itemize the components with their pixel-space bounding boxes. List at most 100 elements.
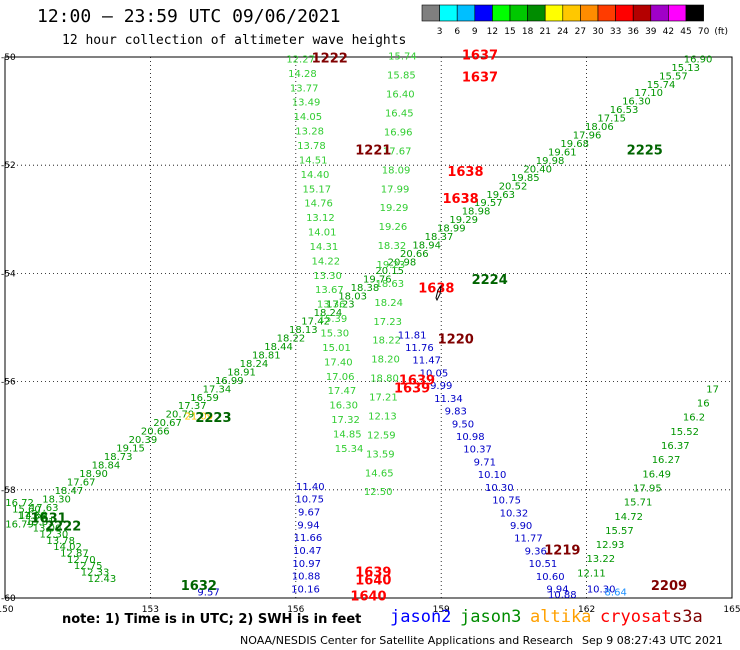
swh-value: 17.15: [597, 114, 626, 125]
swh-value: 15.74: [647, 80, 676, 91]
swh-value: 12.27: [286, 54, 315, 65]
legend-value: 18: [522, 27, 534, 37]
swh-value: 18.09: [382, 165, 411, 176]
swh-value: 19.85: [511, 173, 540, 184]
swh-value: 18.37: [425, 232, 454, 243]
pass-time-label: 1640: [350, 590, 386, 605]
swh-value: 19.57: [474, 198, 503, 209]
swh-value: 13.12: [306, 213, 335, 224]
swh-value: 16.53: [610, 105, 639, 116]
plot-frame: [4, 56, 733, 599]
pass-time-label: 1637: [462, 49, 498, 64]
swh-value: 18.44: [264, 342, 293, 353]
swh-value: 10.75: [295, 495, 324, 506]
swh-value: 12.87: [60, 549, 89, 560]
swh-value: 16.2: [683, 413, 705, 424]
pass-time-label: 2225: [627, 143, 663, 158]
swh-value: 9.50: [452, 419, 474, 430]
swh-value: 16: [697, 399, 710, 410]
lat-tick-label: -50: [1, 53, 16, 63]
swh-value: 9.99: [430, 381, 452, 392]
pass-time-label: 1637: [462, 70, 498, 85]
swh-value: 11.47: [412, 356, 441, 367]
swh-value: 13.81: [26, 517, 55, 528]
swh-value: 20.66: [141, 427, 170, 438]
swh-value: 13.59: [366, 449, 395, 460]
swh-value: 10.97: [292, 559, 321, 570]
legend-value: 15: [504, 27, 515, 37]
swh-value: 18.98: [462, 207, 491, 218]
page-subtitle: 12 hour collection of altimeter wave hei…: [62, 33, 407, 48]
swh-value: 12.33: [81, 567, 110, 578]
swh-value: 18.47: [55, 486, 84, 497]
swh-value: 9.94: [297, 520, 319, 531]
swh-value: 9.67: [298, 507, 320, 518]
lat-tick-label: -56: [1, 378, 16, 388]
swh-value: 15.52: [670, 427, 699, 438]
swh-value: 17.40: [324, 357, 353, 368]
swh-value: 11.34: [434, 394, 463, 405]
swh-value: 18.06: [585, 122, 614, 133]
legend-value: 39: [645, 27, 657, 37]
legend-value: 9: [472, 27, 478, 37]
swh-value: 9.94: [546, 585, 568, 596]
swh-value: 19.29: [449, 215, 478, 226]
swh-value: 10.16: [291, 585, 320, 596]
swh-value: 18.38: [351, 283, 380, 294]
swh-value: 20.15: [375, 266, 404, 277]
swh-value: 17.21: [369, 393, 398, 404]
pass-time-label: 1638: [418, 281, 454, 296]
swh-value: 18.22: [277, 334, 306, 345]
lat-tick-label: -52: [1, 161, 16, 171]
swh-value: 13.78: [46, 536, 75, 547]
swh-value: 10.32: [500, 508, 529, 519]
swh-value: 18.24: [374, 298, 403, 309]
satellite-label-jason3: jason3: [460, 607, 522, 627]
swh-value: 17.37: [178, 401, 207, 412]
lat-tick-label: -54: [1, 269, 16, 279]
swh-value: 15.34: [335, 444, 364, 455]
swh-value: 20.67: [153, 418, 182, 429]
swh-value: 16.37: [661, 441, 690, 452]
swh-value: 10.10: [478, 470, 507, 481]
swh-value: 14.28: [288, 69, 317, 80]
swh-value: 12.13: [368, 411, 397, 422]
pass-time-label: 1221: [355, 143, 391, 158]
pass-time-label: 1639: [394, 381, 430, 396]
swh-value: 15.71: [624, 498, 653, 509]
credit-line: NOAA/NESDIS Center for Satellite Applica…: [240, 634, 574, 647]
legend-value: 36: [627, 27, 639, 37]
s3a-swh-value: 8.64: [605, 587, 627, 598]
swh-value: 14.76: [304, 199, 333, 210]
swh-value: 9.71: [474, 457, 496, 468]
pass-time-label: 1640: [355, 573, 391, 588]
swh-value: 17.67: [67, 477, 96, 488]
swh-value: 16.30: [329, 401, 358, 412]
pass-time-label: 1220: [438, 333, 474, 348]
swh-value: 15.13: [671, 63, 700, 74]
swh-value: 19.15: [116, 444, 145, 455]
legend-value: 6: [454, 27, 460, 37]
swh-value: 12.30: [40, 530, 69, 541]
swh-value: 17.95: [633, 483, 662, 494]
swh-value: 12.70: [67, 555, 96, 566]
swh-value: 11.81: [398, 330, 427, 341]
swh-value: 19.76: [363, 274, 392, 285]
swh-value: 17.47: [328, 386, 357, 397]
swh-value: 11.40: [296, 482, 325, 493]
swh-value: 14.72: [614, 512, 643, 523]
swh-value: 10.30: [587, 585, 616, 596]
swh-value: 19.26: [379, 222, 408, 233]
swh-value: 13.22: [586, 554, 615, 565]
swh-value: 12.75: [74, 561, 103, 572]
color-scale-legend: 3 6 9 12 15 18 21 24 27 30 33 36 39 42 45 70 (ft): [421, 4, 728, 37]
swh-value: 15.39: [319, 314, 348, 325]
swh-value: 10.30: [485, 483, 514, 494]
island-outline: [435, 284, 442, 302]
swh-value: 14.65: [365, 468, 394, 479]
swh-value: 15.57: [659, 71, 688, 82]
swh-value: 14.69: [19, 511, 48, 522]
swh-value: 18.90: [79, 469, 108, 480]
pass-time-label: 1219: [544, 544, 580, 559]
swh-value: 10.60: [536, 572, 565, 583]
